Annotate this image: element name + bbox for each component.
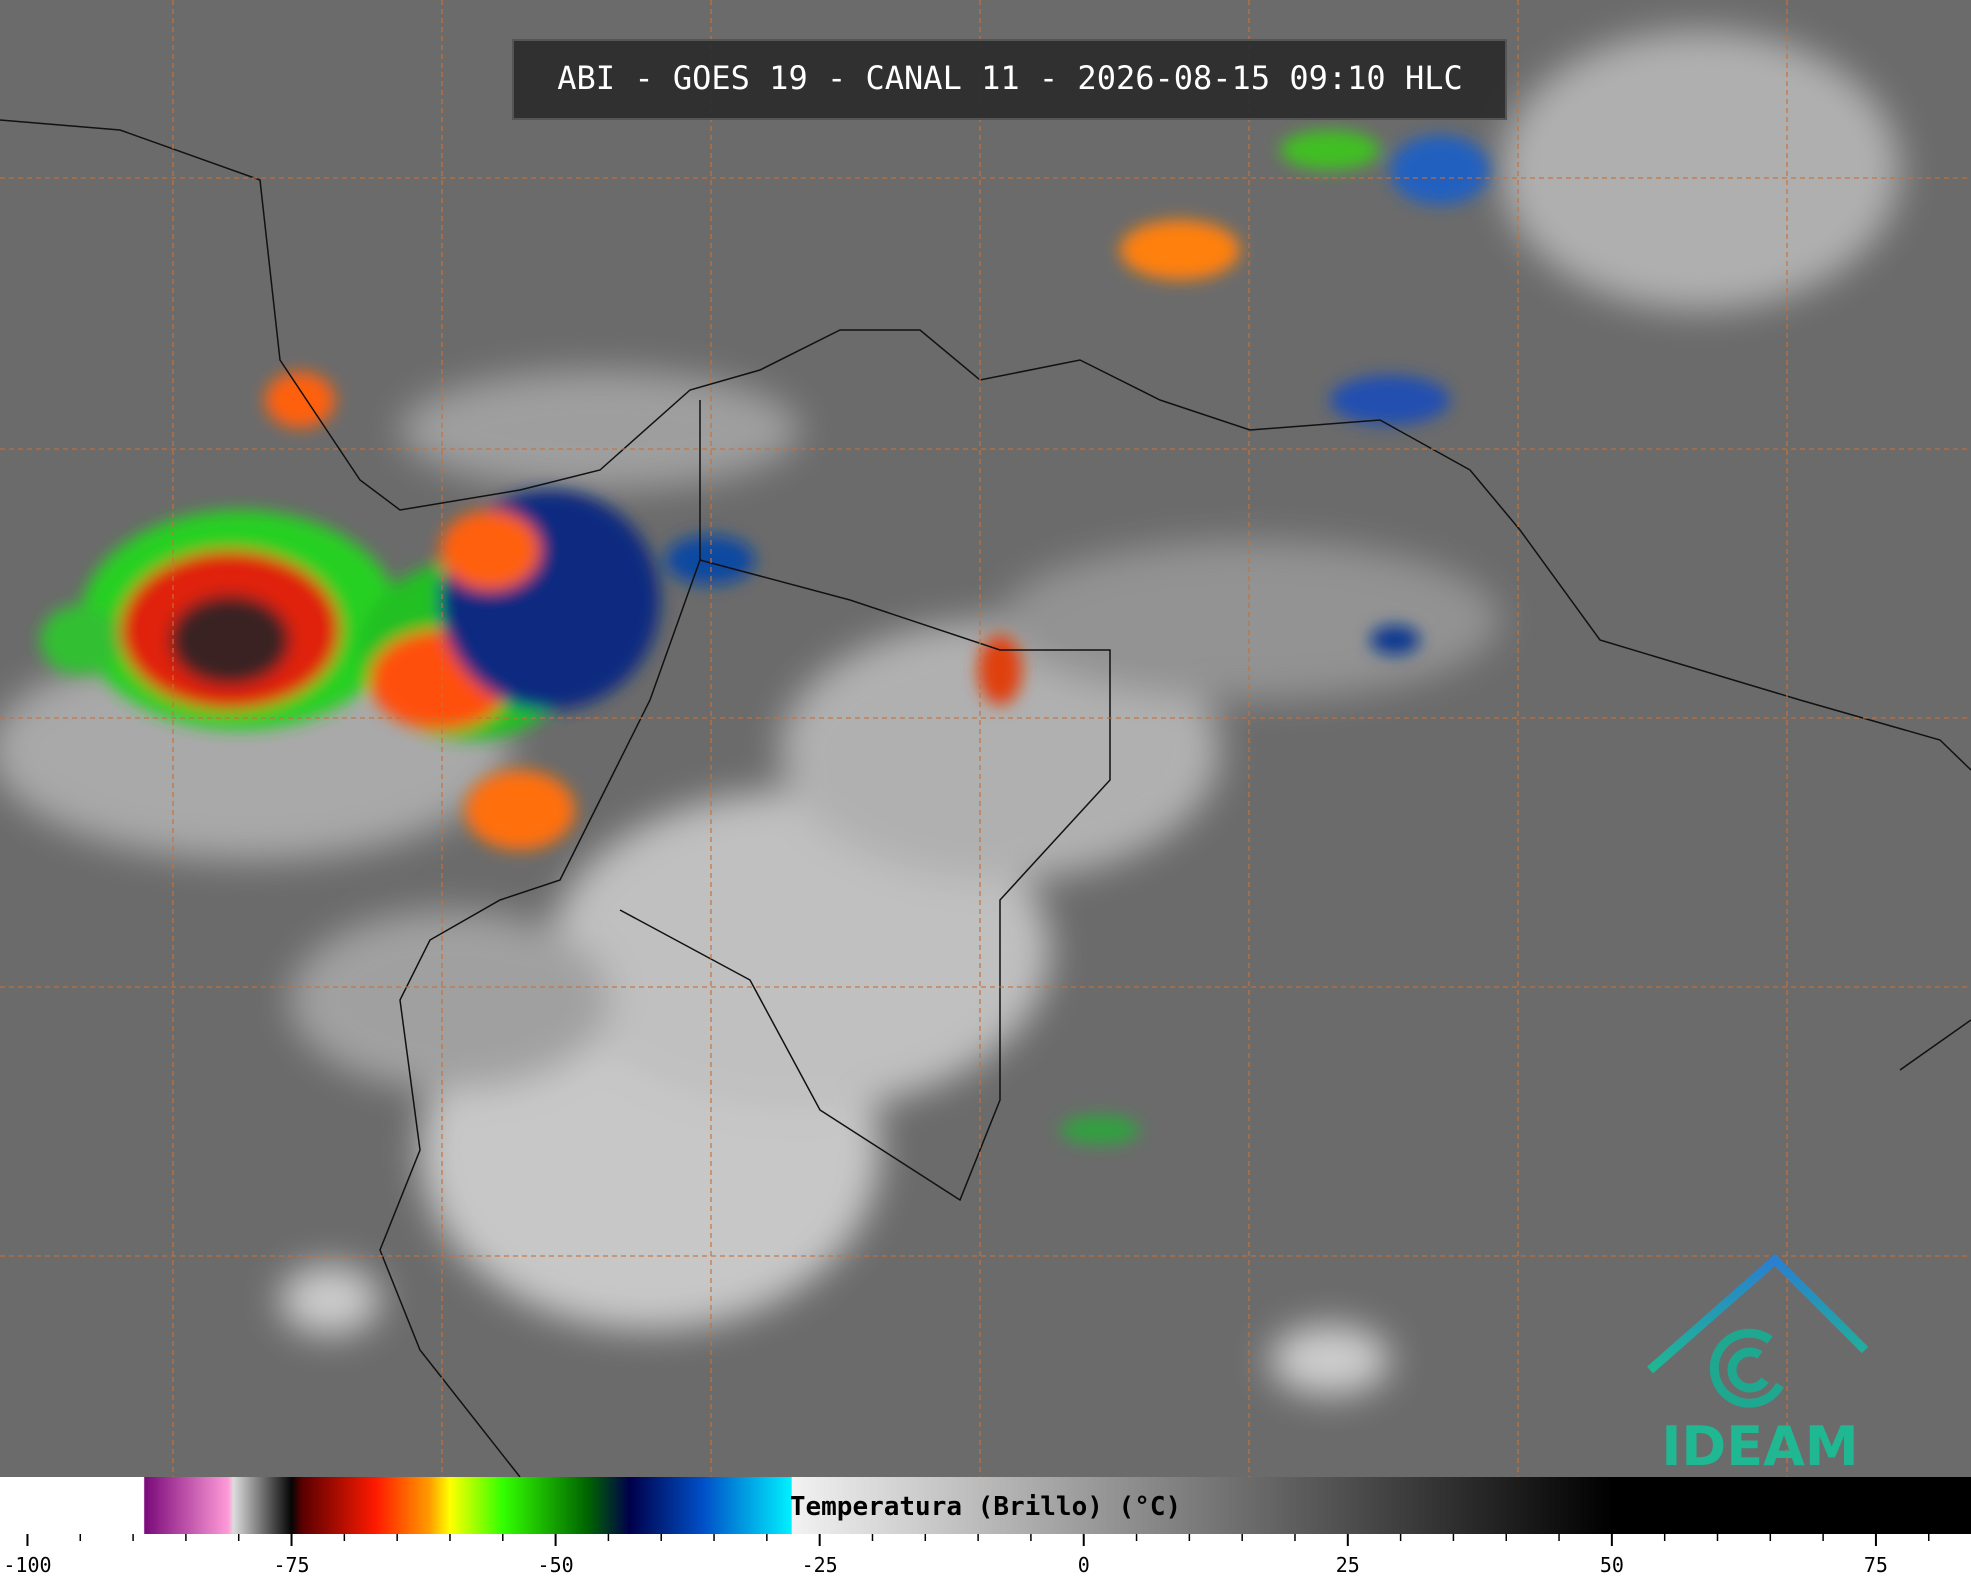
colorbar: Temperatura (Brillo) (°C) -100 -75 -50 -25 0 2… xyxy=(0,1477,1971,1577)
title-box: ABI - GOES 19 - CANAL 11 - 2026-08-15 09… xyxy=(512,39,1507,120)
grid xyxy=(0,0,1971,1477)
title: ABI - GOES 19 - CANAL 11 - 2026-08-15 09… xyxy=(557,59,1462,97)
tick-label: -75 xyxy=(273,1553,309,1577)
imagery xyxy=(0,0,1971,1478)
tick-label: -50 xyxy=(538,1553,574,1577)
logo-text: IDEAM xyxy=(1661,1415,1858,1478)
tick-label: 25 xyxy=(1336,1553,1360,1577)
colorbar-label: Temperatura (Brillo) (°C) xyxy=(790,1492,1181,1522)
tick-label: 50 xyxy=(1600,1553,1624,1577)
tick-label: 0 xyxy=(1078,1553,1090,1577)
tick-label: 75 xyxy=(1864,1553,1888,1577)
tick-label: -25 xyxy=(802,1553,838,1577)
colorbar-fill xyxy=(0,1477,1971,1534)
logo: IDEAM xyxy=(1647,1253,1869,1478)
tick-label: -100 xyxy=(3,1553,51,1577)
